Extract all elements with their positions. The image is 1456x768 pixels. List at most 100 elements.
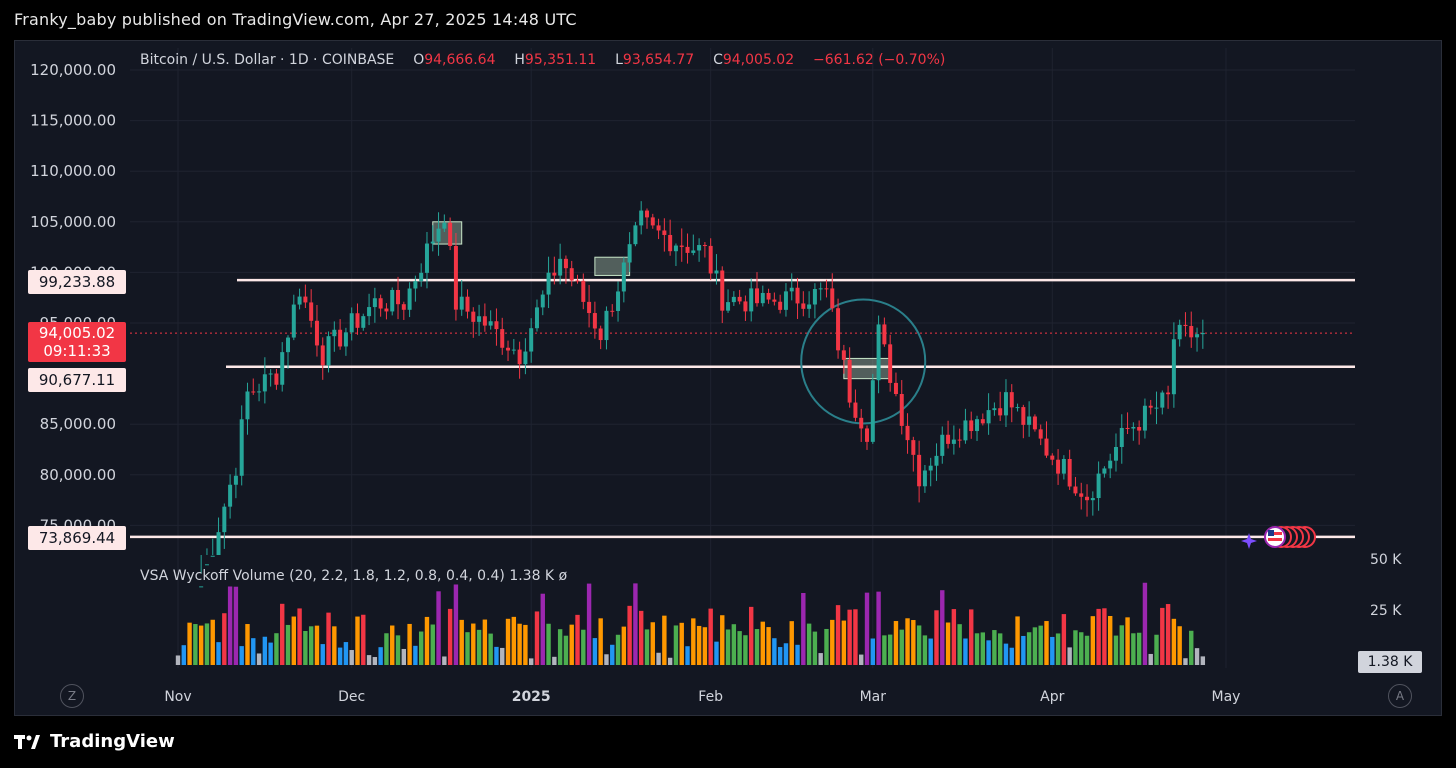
volume-bar — [216, 642, 221, 665]
volume-bar — [598, 618, 603, 665]
volume-bar — [505, 618, 511, 665]
candle-body — [228, 484, 233, 507]
volume-bar — [332, 626, 337, 665]
candle-body — [946, 434, 951, 444]
publisher-header: Franky_baby published on TradingView.com… — [14, 10, 577, 29]
candle-body — [801, 303, 806, 309]
candle-body — [853, 402, 858, 418]
candle-body — [812, 289, 817, 305]
zoom-z-button[interactable]: Z — [60, 684, 84, 708]
candle-body — [830, 288, 835, 309]
volume-bar — [384, 633, 389, 665]
candle-body — [303, 296, 308, 303]
candle-body — [969, 420, 974, 432]
volume-bar — [303, 630, 308, 665]
volume-bar — [957, 624, 962, 665]
sparkle-icon[interactable] — [1241, 533, 1257, 549]
volume-bar — [644, 629, 650, 665]
candle-body — [1050, 455, 1055, 460]
volume-bar — [251, 638, 256, 665]
candle-body — [506, 347, 511, 351]
candle-body — [1090, 498, 1095, 501]
volume-bar — [418, 631, 424, 665]
volume-bar — [812, 631, 818, 665]
candle-body — [442, 222, 447, 229]
volume-bar — [1107, 615, 1113, 665]
volume-bar — [349, 650, 354, 665]
candle-body — [685, 246, 690, 253]
candle-body — [424, 243, 429, 273]
candle-body — [1096, 473, 1101, 499]
volume-bar — [442, 656, 447, 665]
volume-bar — [569, 624, 574, 665]
volume-bar — [395, 635, 401, 665]
volume-bar — [777, 647, 783, 665]
candle-body — [517, 349, 522, 365]
candle-body — [471, 311, 476, 322]
volume-bar — [1171, 618, 1177, 665]
volume-bar — [343, 642, 349, 665]
volume-bar — [766, 627, 771, 665]
volume-bar — [1079, 632, 1084, 665]
candle-body — [563, 258, 568, 269]
volume-bar — [546, 623, 551, 665]
volume-bar — [453, 584, 459, 665]
volume-bar — [662, 615, 667, 665]
volume-bar — [476, 629, 482, 665]
candle-body — [1085, 496, 1090, 501]
candle-body — [552, 272, 557, 276]
volume-bar — [911, 620, 916, 665]
x-tick-label: 2025 — [512, 689, 551, 705]
volume-bar — [997, 633, 1003, 665]
volume-bar — [772, 638, 777, 665]
candle-body — [598, 328, 603, 341]
candle-body — [644, 210, 649, 218]
candle-body — [274, 373, 279, 385]
candle-body — [1171, 339, 1176, 395]
candle-body — [367, 307, 372, 317]
volume-indicator-legend[interactable]: VSA Wyckoff Volume (20, 2.2, 1.8, 1.2, 0… — [140, 568, 567, 584]
y-tick-label: 85,000.00 — [40, 415, 116, 433]
volume-bar — [621, 626, 627, 665]
candle-body — [338, 329, 343, 347]
candle-body — [783, 291, 788, 310]
volume-bar — [1102, 608, 1107, 665]
volume-bar — [899, 629, 904, 665]
candle-body — [540, 294, 545, 308]
candle-body — [477, 316, 482, 322]
candle-body — [372, 298, 377, 308]
volume-bar — [436, 591, 441, 665]
volume-bar — [737, 631, 742, 665]
volume-bar — [1061, 614, 1067, 665]
volume-bar — [1160, 607, 1165, 665]
volume-bar — [841, 620, 847, 665]
volume-bar — [517, 623, 522, 665]
auto-scale-button[interactable]: A — [1388, 684, 1412, 708]
candle-body — [592, 313, 597, 329]
volume-bar — [830, 619, 835, 665]
candle-body — [1125, 427, 1130, 429]
volume-bar — [945, 622, 951, 665]
volume-bar — [326, 612, 331, 665]
volume-bar — [667, 657, 673, 665]
volume-bar — [963, 638, 968, 665]
x-tick-label: Feb — [698, 689, 723, 705]
volume-bar — [685, 646, 690, 665]
volume-bar — [1067, 647, 1072, 665]
support-price-label: 73,869.44 — [28, 526, 126, 550]
volume-bar — [673, 625, 679, 665]
y-tick-label: 80,000.00 — [40, 466, 116, 484]
volume-bar — [940, 590, 945, 665]
candle-body — [436, 228, 441, 242]
volume-bar — [969, 609, 974, 665]
volume-bar — [789, 621, 794, 665]
volume-bar — [731, 624, 737, 665]
candle-body — [917, 454, 922, 487]
volume-bar — [586, 583, 592, 665]
volume-bar — [853, 609, 858, 665]
volume-bar — [824, 628, 829, 665]
volume-bar — [615, 634, 621, 665]
candle-body — [1113, 447, 1118, 461]
x-tick-label: Apr — [1040, 689, 1064, 705]
